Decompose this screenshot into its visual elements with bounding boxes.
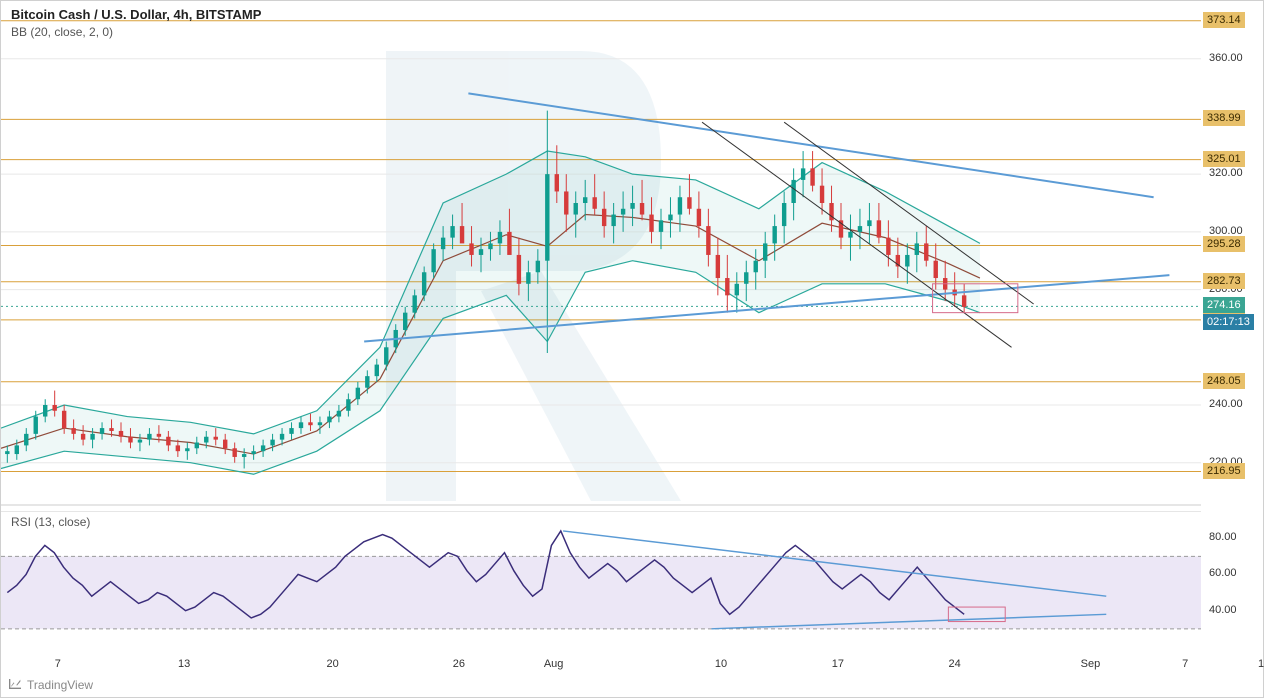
- price-level-label: 295.28: [1203, 236, 1245, 252]
- x-axis[interactable]: 7132026Aug101724Sep714: [1, 656, 1201, 676]
- x-tick-label: 7: [55, 658, 61, 670]
- countdown-label: 02:17:13: [1203, 314, 1254, 330]
- rsi-label: RSI (13, close): [11, 515, 90, 529]
- main-chart[interactable]: Bitcoin Cash / U.S. Dollar, 4h, BITSTAMP…: [1, 1, 1201, 506]
- bb-label: BB (20, close, 2, 0): [11, 25, 113, 39]
- brand-watermark: TradingView: [7, 677, 93, 693]
- rsi-y-tick-label: 40.00: [1209, 604, 1237, 616]
- x-tick-label: 24: [949, 658, 961, 670]
- price-level-label: 338.99: [1203, 110, 1245, 126]
- x-tick-label: Aug: [544, 658, 564, 670]
- x-tick-label: 13: [178, 658, 190, 670]
- y-tick-label: 300.00: [1209, 225, 1243, 237]
- rsi-chart[interactable]: RSI (13, close): [1, 511, 1201, 656]
- rsi-y-tick-label: 60.00: [1209, 567, 1237, 579]
- x-tick-label: 10: [715, 658, 727, 670]
- brand-label: TradingView: [27, 678, 93, 692]
- x-tick-label: 17: [832, 658, 844, 670]
- x-tick-label: 26: [453, 658, 465, 670]
- price-level-label: 282.73: [1203, 273, 1245, 289]
- y-axis-rsi[interactable]: 40.00 60.00 80.00: [1201, 511, 1264, 656]
- chart-title: Bitcoin Cash / U.S. Dollar, 4h, BITSTAMP: [11, 7, 261, 22]
- tradingview-icon: [7, 677, 23, 693]
- x-tick-label: 14: [1258, 658, 1264, 670]
- current-price-label: 274.16: [1203, 297, 1245, 313]
- y-tick-label: 240.00: [1209, 398, 1243, 410]
- price-level-label: 216.95: [1203, 463, 1245, 479]
- y-tick-label: 360.00: [1209, 52, 1243, 64]
- price-level-label: 248.05: [1203, 373, 1245, 389]
- price-level-label: 373.14: [1203, 12, 1245, 28]
- price-level-label: 325.01: [1203, 151, 1245, 167]
- x-tick-label: 20: [326, 658, 338, 670]
- x-tick-label: 7: [1182, 658, 1188, 670]
- chart-container: Bitcoin Cash / U.S. Dollar, 4h, BITSTAMP…: [1, 1, 1263, 697]
- x-tick-label: Sep: [1081, 658, 1101, 670]
- y-tick-label: 320.00: [1209, 167, 1243, 179]
- rsi-y-tick-label: 80.00: [1209, 531, 1237, 543]
- y-axis-main[interactable]: 220.00240.00280.00300.00320.00360.00373.…: [1201, 1, 1264, 506]
